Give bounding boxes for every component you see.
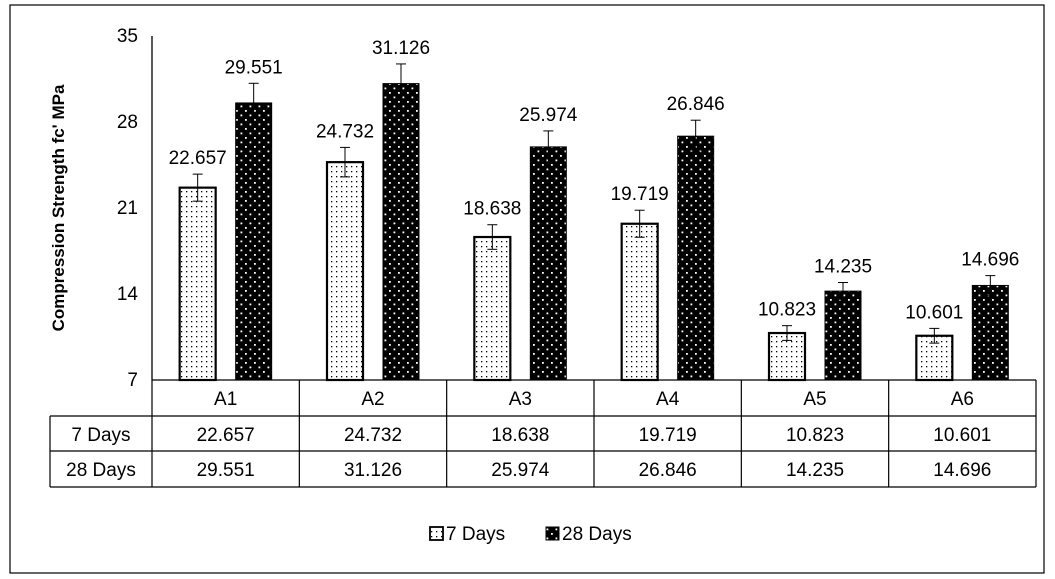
bars — [178, 83, 1009, 382]
category-label: A6 — [951, 389, 974, 410]
bar-7-days — [325, 161, 365, 382]
bar-28-days — [529, 146, 567, 381]
y-axis-ticks: 7 14 21 28 35 — [117, 26, 139, 391]
bar-28-days — [971, 284, 1009, 381]
legend-label: 28 Days — [562, 524, 632, 545]
data-table: A1 A2 A3 A4 A5 A6 7 Days 22.657 24.732 18.638 19.7… — [49, 379, 1037, 488]
data-label: 24.732 — [316, 121, 374, 142]
data-label: 25.974 — [519, 105, 578, 126]
legend: 7 Days 28 Days — [429, 524, 632, 545]
table-cell: 22.657 — [197, 425, 255, 446]
data-label: 14.696 — [961, 250, 1019, 271]
chart-frame — [9, 4, 1045, 574]
data-label: 19.719 — [611, 184, 669, 205]
data-label: 22.657 — [169, 148, 227, 169]
data-label: 18.638 — [463, 199, 521, 220]
table-row-header: 28 Days — [66, 460, 136, 481]
bar-28-days — [382, 83, 420, 381]
y-axis-label: Compression Strength fc' MPa — [49, 84, 68, 331]
category-label: A3 — [509, 389, 532, 410]
data-label: 10.601 — [905, 302, 963, 323]
table-cell: 10.823 — [786, 425, 844, 446]
y-tick-label: 28 — [117, 112, 138, 133]
data-label: 29.551 — [225, 57, 283, 78]
data-labels: 22.657 29.551 24.732 31.126 18.638 25.974 19.7… — [169, 38, 1020, 323]
table-cell: 25.974 — [491, 460, 550, 481]
table-cell: 10.601 — [933, 425, 991, 446]
table-cell: 26.846 — [639, 460, 697, 481]
table-row-header: 7 Days — [71, 425, 130, 446]
data-label: 14.235 — [814, 257, 872, 278]
table-cell: 29.551 — [197, 460, 255, 481]
y-tick-label: 35 — [117, 26, 138, 47]
table-cell: 24.732 — [344, 425, 402, 446]
y-tick-label: 7 — [127, 370, 138, 391]
table-cell: 19.719 — [639, 425, 697, 446]
legend-label: 7 Days — [446, 524, 505, 545]
bar-28-days — [235, 102, 273, 381]
error-bars — [192, 63, 996, 344]
bar-7-days — [178, 186, 217, 382]
table-cell: 18.638 — [491, 425, 549, 446]
y-tick-label: 21 — [117, 198, 138, 219]
data-label: 26.846 — [667, 94, 725, 115]
category-label: A4 — [656, 389, 680, 410]
category-label: A5 — [803, 389, 826, 410]
bar-7-days — [620, 222, 659, 382]
table-cell: 31.126 — [344, 460, 402, 481]
legend-swatch-7-days — [429, 526, 444, 541]
bar-7-days — [473, 235, 512, 382]
legend-swatch-28-days — [545, 526, 560, 541]
y-tick-label: 14 — [117, 284, 139, 305]
data-label: 31.126 — [372, 38, 430, 59]
bar-28-days — [824, 290, 862, 381]
data-label: 10.823 — [758, 300, 816, 321]
category-label: A2 — [361, 389, 384, 410]
category-label: A1 — [214, 389, 237, 410]
bar-28-days — [677, 135, 715, 381]
table-cell: 14.235 — [786, 460, 844, 481]
table-cell: 14.696 — [933, 460, 991, 481]
